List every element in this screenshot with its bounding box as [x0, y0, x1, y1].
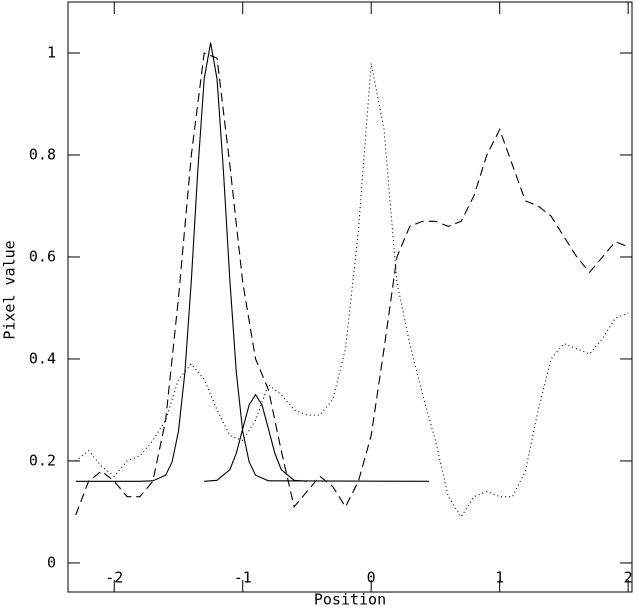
- y-tick-label: 0.2: [29, 451, 56, 469]
- data-line: [75, 42, 430, 482]
- data-line: [75, 52, 629, 516]
- data-line: [75, 63, 629, 519]
- data-line: [204, 393, 308, 482]
- plot-frame: [67, 1, 633, 593]
- y-tick-label: 0.4: [29, 349, 56, 367]
- x-tick-label: -2: [105, 569, 123, 587]
- x-tick-label: -1: [234, 569, 252, 587]
- y-tick-label: 0: [47, 553, 56, 571]
- y-tick-label: 0.8: [29, 145, 56, 163]
- x-axis-label: Position: [314, 591, 386, 608]
- x-tick-label: 2: [624, 569, 633, 587]
- y-tick-label: 1: [47, 43, 56, 61]
- x-tick-label: 1: [495, 569, 504, 587]
- y-tick-label: 0.6: [29, 247, 56, 265]
- x-tick-label: 0: [367, 569, 376, 587]
- y-axis-label: Pixel value: [1, 240, 19, 339]
